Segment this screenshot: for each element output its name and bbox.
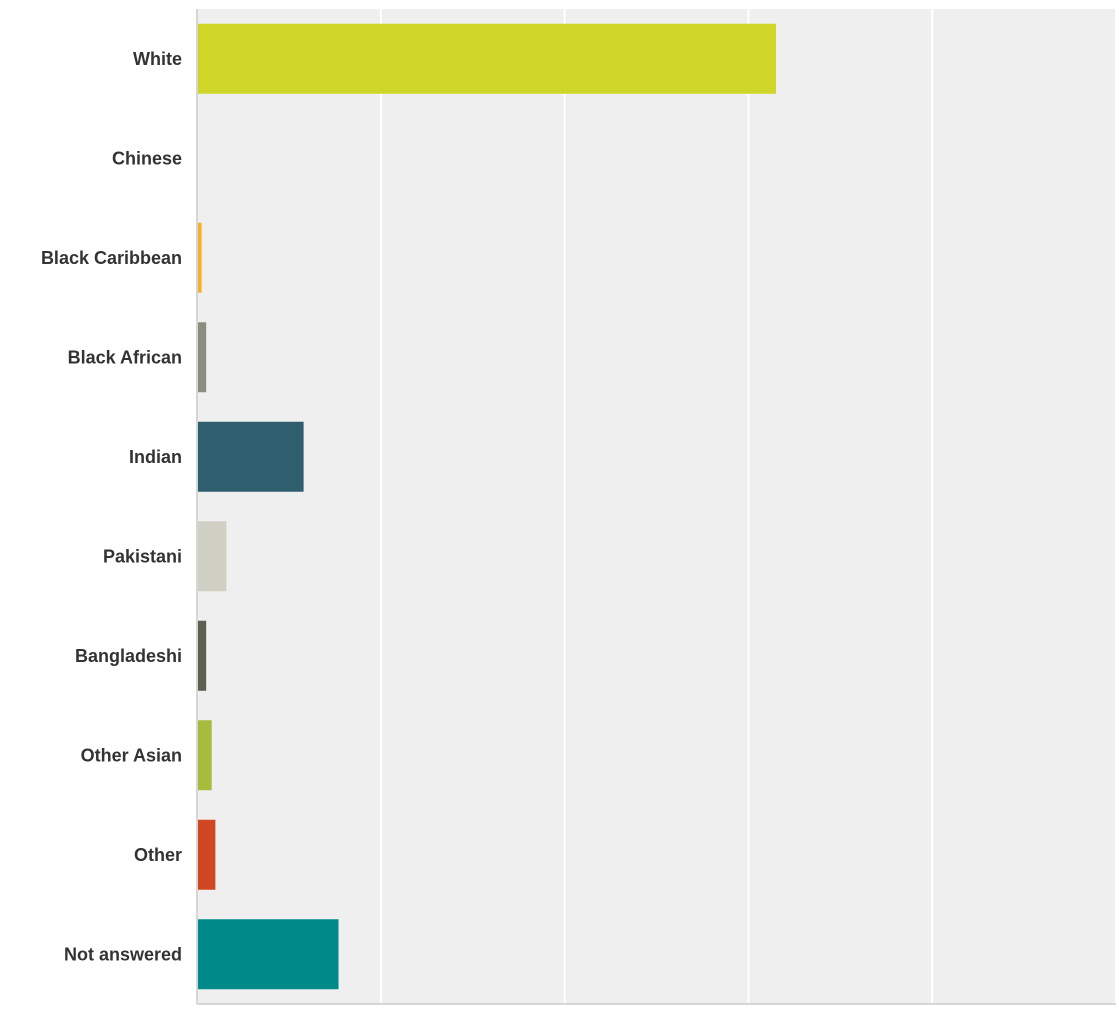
bar-other [197,819,216,890]
bar-not-answered [197,919,339,990]
gridlines [379,9,1117,1004]
bar-black-caribbean [197,222,202,293]
category-label-indian: Indian [129,447,182,467]
category-label-bangladeshi: Bangladeshi [75,646,182,666]
plot-background [197,9,1116,1004]
category-label-other: Other [134,845,182,865]
category-label-white: White [133,49,182,69]
category-label-black-african: Black African [68,347,182,367]
bars [197,23,776,990]
bar-black-african [197,322,207,393]
category-label-chinese: Chinese [112,148,182,168]
bar-pakistani [197,521,227,592]
category-label-other-asian: Other Asian [81,745,182,765]
category-label-black-caribbean: Black Caribbean [41,248,182,268]
bar-indian [197,421,304,492]
category-labels: White Chinese Black Caribbean Black African… [41,49,182,965]
bar-other-asian [197,720,212,791]
bar-bangladeshi [197,620,207,691]
category-label-not-answered: Not answered [64,944,182,964]
bar-white [197,23,776,94]
category-label-pakistani: Pakistani [103,546,182,566]
